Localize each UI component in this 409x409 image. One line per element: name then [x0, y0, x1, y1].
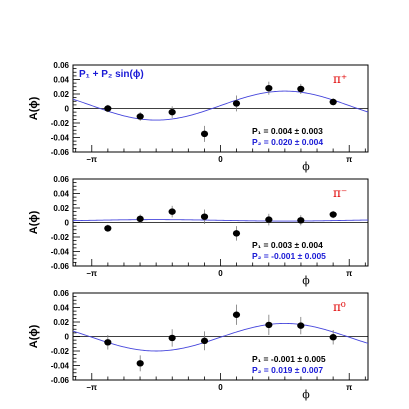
panel-3: 0.06 0.04 0.02 0 -0.02 -0.04 -0.06 –π 0 π A(ϕ) ϕ π⁰ P…: [28, 289, 369, 401]
data-point: [168, 208, 176, 215]
data-point: [329, 211, 337, 218]
data-point: [297, 85, 305, 93]
y-axis-label: A(ϕ): [28, 324, 40, 348]
y-tick-label: -0.02: [51, 233, 70, 242]
x-tick-label: 0: [218, 269, 223, 278]
y-tick-label: 0.06: [53, 61, 69, 70]
y-tick-label: 0.02: [53, 318, 69, 327]
data-point: [265, 85, 273, 92]
x-tick-label: –π: [86, 269, 97, 278]
p2-result: P₂ = -0.001 ± 0.005: [252, 251, 326, 261]
data-point: [104, 225, 112, 232]
fit-curve: [72, 219, 369, 222]
data-point: [136, 215, 144, 223]
data-point: [136, 360, 144, 367]
x-tick-label: π: [346, 269, 352, 278]
y-tick-label: 0: [65, 219, 70, 228]
data-point: [136, 113, 144, 120]
fit-formula-label: P₁ + P₂ sin(ϕ): [79, 69, 144, 80]
y-axis-label: A(ϕ): [28, 210, 40, 234]
y-tick-label: -0.02: [51, 119, 70, 128]
y-axis-label: A(ϕ): [28, 96, 40, 120]
y-tick-label: 0: [65, 333, 70, 342]
data-point: [232, 311, 241, 318]
y-tick-label: 0.02: [53, 204, 69, 213]
y-tick-label: -0.04: [51, 362, 70, 371]
p1-result: P₁ = 0.004 ± 0.003: [252, 126, 323, 136]
fit-curve: [72, 323, 369, 352]
particle-label: π⁰: [333, 300, 346, 314]
data-point: [329, 334, 337, 341]
y-tick-label: 0.04: [53, 190, 69, 199]
y-tick-label: 0: [65, 105, 70, 114]
data-point: [232, 100, 241, 107]
y-tick-label: 0.06: [53, 289, 69, 298]
p1-result: P₁ = 0.003 ± 0.004: [252, 240, 323, 250]
panel-1: 0.06 0.04 0.02 0 -0.02 -0.04 -0.06 –π 0 π A(ϕ) ϕ π⁺ P…: [28, 61, 369, 173]
panel-2: 0.06 0.04 0.02 0 -0.02 -0.04 -0.06 –π 0 π A(ϕ) ϕ π⁻ P…: [28, 175, 369, 287]
data-point: [200, 213, 209, 220]
x-axis-label: ϕ: [302, 274, 310, 287]
data-point: [265, 216, 273, 223]
y-tick-label: 0.04: [53, 304, 69, 313]
y-tick-label: 0.02: [53, 90, 69, 99]
y-tick-label: -0.04: [51, 248, 70, 257]
y-tick-label: 0.04: [53, 76, 69, 85]
data-point: [329, 98, 337, 106]
y-tick-label: -0.04: [51, 134, 70, 143]
particle-label: π⁺: [333, 72, 347, 86]
x-tick-label: 0: [218, 383, 223, 392]
y-tick-label: -0.06: [51, 262, 70, 271]
data-point: [168, 108, 176, 116]
data-point: [232, 230, 241, 237]
data-point: [297, 322, 305, 329]
p2-result: P₂ = 0.019 ± 0.007: [252, 365, 323, 375]
y-tick-label: -0.06: [51, 148, 70, 157]
data-point: [200, 337, 209, 345]
p1-result: P₁ = -0.001 ± 0.005: [252, 354, 326, 364]
data-point: [104, 339, 112, 346]
fit-curve: [72, 90, 369, 121]
y-tick-label: 0.06: [53, 175, 69, 184]
data-point: [265, 321, 273, 329]
x-tick-label: π: [346, 383, 352, 392]
data-point: [104, 105, 112, 112]
x-tick-label: 0: [218, 155, 223, 164]
particle-label: π⁻: [333, 186, 347, 200]
data-point: [168, 334, 176, 342]
y-tick-label: -0.06: [51, 376, 70, 385]
x-tick-label: –π: [86, 383, 97, 392]
x-tick-label: –π: [86, 155, 97, 164]
y-tick-label: -0.02: [51, 347, 70, 356]
p2-result: P₂ = 0.020 ± 0.004: [252, 137, 323, 147]
x-axis-label: ϕ: [302, 160, 310, 173]
x-tick-label: π: [346, 155, 352, 164]
x-axis-label: ϕ: [302, 388, 310, 401]
data-point: [200, 130, 209, 138]
data-point: [297, 217, 305, 224]
